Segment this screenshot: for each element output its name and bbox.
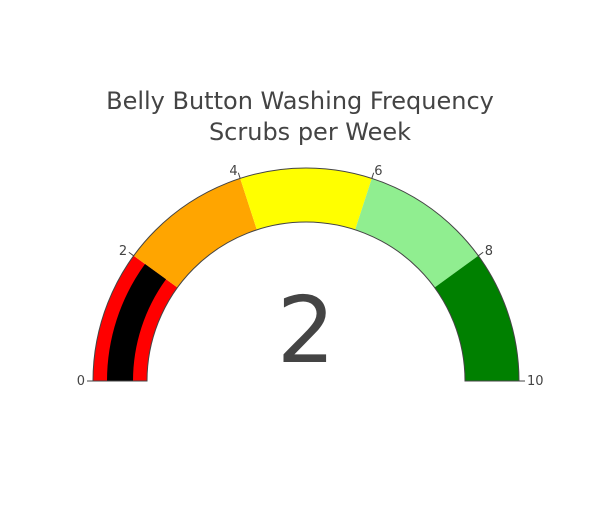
gauge-step-1 [133, 178, 257, 288]
gauge-tick-label-1: 2 [119, 244, 127, 259]
gauge-tick-label-0: 0 [77, 374, 85, 389]
gauge-value-bar [107, 264, 167, 381]
gauge-value-bar-layer [107, 264, 167, 381]
gauge-tick-label-4: 8 [485, 244, 493, 259]
gauge-tick-mark-1 [128, 251, 134, 257]
gauge-value-number: 2 [277, 277, 336, 384]
gauge-tick-mark-4 [478, 251, 484, 257]
gauge-tick-label-2: 4 [229, 164, 237, 179]
gauge-tick-label-3: 6 [374, 164, 382, 179]
chart-title-line-2: Scrubs per Week [209, 118, 411, 146]
gauge-tick-mark-2 [237, 172, 241, 179]
gauge-tick-mark-3 [371, 172, 375, 179]
gauge-axis: 0 2 4 6 8 10 [77, 164, 544, 389]
gauge-step-3 [355, 178, 479, 288]
chart-title-line-1: Belly Button Washing Frequency [106, 87, 494, 115]
gauge-tick-label-5: 10 [527, 374, 544, 389]
gauge-outline [92, 167, 520, 382]
gauge-step-2 [240, 167, 372, 230]
gauge-border [92, 167, 520, 382]
gauge-step-4 [434, 255, 519, 381]
